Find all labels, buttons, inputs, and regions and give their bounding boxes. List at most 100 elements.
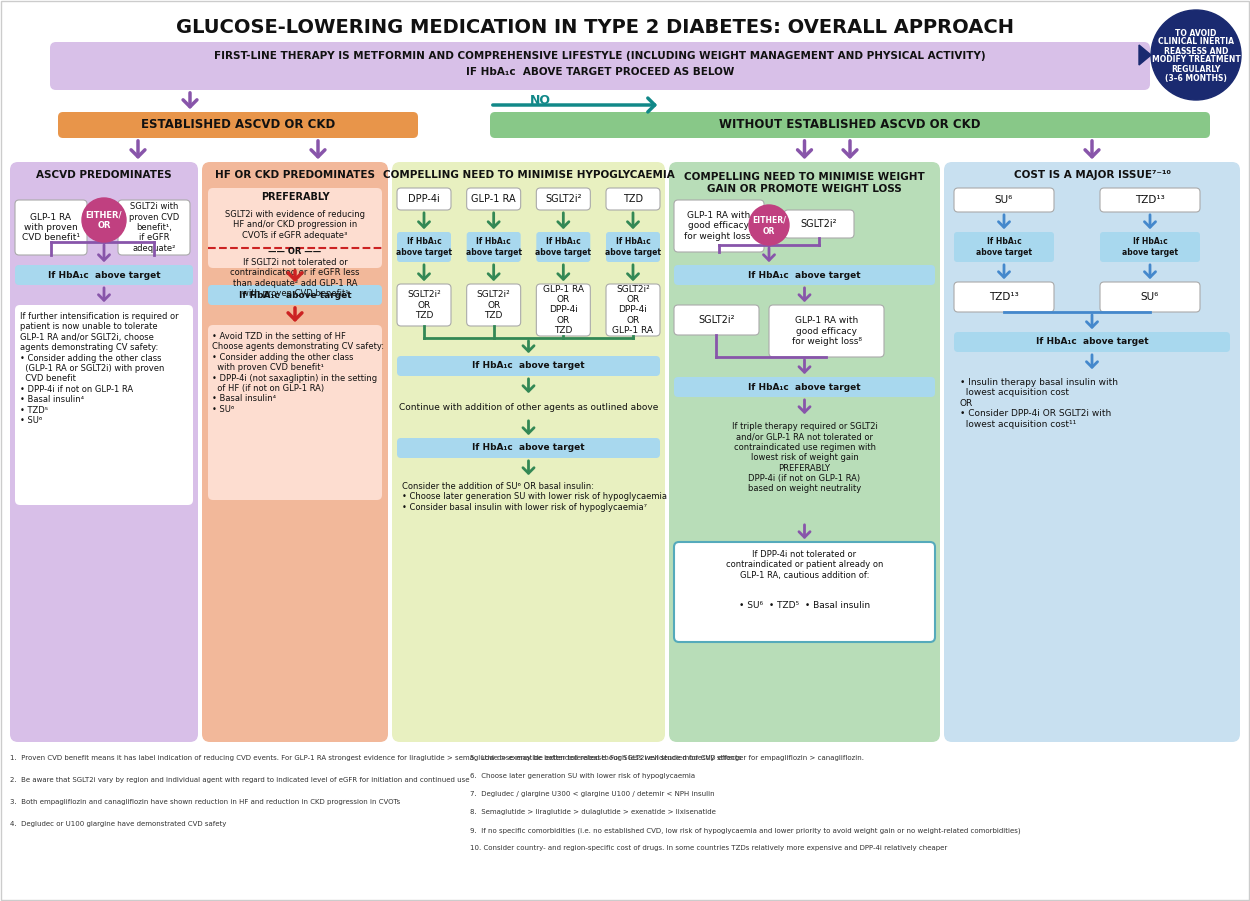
FancyBboxPatch shape	[58, 112, 418, 138]
Circle shape	[82, 198, 126, 242]
Text: (3–6 MONTHS): (3–6 MONTHS)	[1165, 74, 1228, 83]
Text: If DPP-4i not tolerated or
contraindicated or patient already on
GLP-1 RA, cauti: If DPP-4i not tolerated or contraindicat…	[726, 550, 884, 580]
Text: If HbA₁c
above target: If HbA₁c above target	[605, 237, 661, 257]
Text: 1.  Proven CVD benefit means it has label indication of reducing CVD events. For: 1. Proven CVD benefit means it has label…	[10, 755, 864, 761]
Text: If HbA₁c
above target: If HbA₁c above target	[976, 237, 1032, 257]
Text: GLP-1 RA with
good efficacy
for weight loss⁸: GLP-1 RA with good efficacy for weight l…	[684, 211, 754, 241]
Text: GLP-1 RA with
good efficacy
for weight loss⁸: GLP-1 RA with good efficacy for weight l…	[791, 316, 861, 346]
Text: TZD¹³: TZD¹³	[1135, 195, 1165, 205]
Text: If HbA₁c
above target: If HbA₁c above target	[396, 237, 452, 257]
FancyBboxPatch shape	[10, 162, 198, 742]
FancyBboxPatch shape	[15, 265, 192, 285]
Text: SGLT2i²
OR
TZD: SGLT2i² OR TZD	[476, 290, 510, 320]
FancyBboxPatch shape	[208, 285, 382, 305]
Text: If further intensification is required or
patient is now unable to tolerate
GLP-: If further intensification is required o…	[20, 312, 179, 425]
Text: 3.  Both empagliflozin and canagliflozin have shown reduction in HF and reductio: 3. Both empagliflozin and canagliflozin …	[10, 799, 400, 805]
Text: CLINICAL INERTIA: CLINICAL INERTIA	[1158, 38, 1234, 47]
FancyBboxPatch shape	[954, 332, 1230, 352]
FancyBboxPatch shape	[50, 42, 1150, 90]
Text: GLP-1 RA: GLP-1 RA	[471, 194, 516, 204]
Text: HF OR CKD PREDOMINATES: HF OR CKD PREDOMINATES	[215, 170, 375, 180]
Circle shape	[749, 205, 789, 245]
FancyBboxPatch shape	[208, 188, 382, 268]
FancyBboxPatch shape	[954, 232, 1054, 262]
FancyBboxPatch shape	[674, 265, 935, 285]
FancyBboxPatch shape	[669, 162, 940, 742]
Text: EITHER/: EITHER/	[86, 211, 123, 220]
Text: 6.  Choose later generation SU with lower risk of hypoglycaemia: 6. Choose later generation SU with lower…	[470, 773, 695, 779]
Text: FIRST-LINE THERAPY IS METFORMIN AND COMPREHENSIVE LIFESTYLE (INCLUDING WEIGHT MA: FIRST-LINE THERAPY IS METFORMIN AND COMP…	[214, 51, 986, 61]
Text: EITHER/: EITHER/	[752, 215, 786, 224]
FancyBboxPatch shape	[208, 325, 382, 500]
Text: SU⁶: SU⁶	[1141, 292, 1159, 302]
FancyBboxPatch shape	[674, 305, 759, 335]
FancyBboxPatch shape	[606, 284, 660, 336]
Text: TO AVOID: TO AVOID	[1175, 29, 1216, 38]
Text: 8.  Semaglutide > liraglutide > dulaglutide > exenatide > lixisenatide: 8. Semaglutide > liraglutide > dulagluti…	[470, 809, 716, 815]
FancyBboxPatch shape	[606, 188, 660, 210]
Text: GLUCOSE-LOWERING MEDICATION IN TYPE 2 DIABETES: OVERALL APPROACH: GLUCOSE-LOWERING MEDICATION IN TYPE 2 DI…	[176, 18, 1014, 37]
FancyBboxPatch shape	[674, 200, 764, 252]
Text: ESTABLISHED ASCVD OR CKD: ESTABLISHED ASCVD OR CKD	[141, 119, 335, 132]
FancyBboxPatch shape	[674, 542, 935, 642]
FancyBboxPatch shape	[490, 112, 1210, 138]
Text: 2.  Be aware that SGLT2i vary by region and individual agent with regard to indi: 2. Be aware that SGLT2i vary by region a…	[10, 777, 470, 783]
Text: • SU⁶  • TZD⁵  • Basal insulin: • SU⁶ • TZD⁵ • Basal insulin	[739, 600, 870, 609]
Text: If triple therapy required or SGLT2i
and/or GLP-1 RA not tolerated or
contraindi: If triple therapy required or SGLT2i and…	[731, 422, 878, 494]
FancyBboxPatch shape	[536, 188, 590, 210]
Text: If HbA₁c  above target: If HbA₁c above target	[472, 361, 585, 370]
Text: 9.  If no specific comorbidities (i.e. no established CVD, low risk of hypoglyca: 9. If no specific comorbidities (i.e. no…	[470, 827, 1020, 833]
FancyBboxPatch shape	[1100, 282, 1200, 312]
Text: If HbA₁c
above target: If HbA₁c above target	[1122, 237, 1178, 257]
FancyBboxPatch shape	[784, 210, 854, 238]
FancyBboxPatch shape	[392, 162, 665, 742]
Text: Continue with addition of other agents as outlined above: Continue with addition of other agents a…	[399, 403, 659, 412]
Text: If HbA₁c  above target: If HbA₁c above target	[48, 270, 160, 279]
FancyBboxPatch shape	[466, 284, 521, 326]
Text: OR: OR	[98, 222, 111, 231]
Text: If HbA₁c  above target: If HbA₁c above target	[749, 383, 861, 392]
Text: Consider the addition of SU⁶ OR basal insulin:
• Choose later generation SU with: Consider the addition of SU⁶ OR basal in…	[402, 482, 668, 512]
Text: 7.  Degludec / glargine U300 < glargine U100 / detemir < NPH insulin: 7. Degludec / glargine U300 < glargine U…	[470, 791, 715, 797]
Text: SGLT2i with
proven CVD
benefit¹,
if eGFR
adequate²: SGLT2i with proven CVD benefit¹, if eGFR…	[129, 202, 179, 253]
FancyBboxPatch shape	[944, 162, 1240, 742]
FancyBboxPatch shape	[398, 438, 660, 458]
Text: TZD¹³: TZD¹³	[989, 292, 1019, 302]
Text: SGLT2i²: SGLT2i²	[801, 219, 838, 229]
Text: SGLT2i²: SGLT2i²	[545, 194, 581, 204]
Polygon shape	[1139, 45, 1151, 65]
FancyBboxPatch shape	[466, 232, 521, 262]
Text: 10. Consider country- and region-specific cost of drugs. In some countries TZDs : 10. Consider country- and region-specifi…	[470, 845, 948, 851]
Text: REASSESS AND: REASSESS AND	[1164, 47, 1229, 56]
Text: IF HbA₁c  ABOVE TARGET PROCEED AS BELOW: IF HbA₁c ABOVE TARGET PROCEED AS BELOW	[466, 67, 734, 77]
FancyBboxPatch shape	[1100, 188, 1200, 212]
Text: OR: OR	[762, 226, 775, 235]
FancyBboxPatch shape	[398, 232, 451, 262]
FancyBboxPatch shape	[398, 356, 660, 376]
FancyBboxPatch shape	[398, 188, 451, 210]
Text: MODIFY TREATMENT: MODIFY TREATMENT	[1151, 56, 1240, 65]
Text: COST IS A MAJOR ISSUE⁷⁻¹⁰: COST IS A MAJOR ISSUE⁷⁻¹⁰	[1014, 170, 1170, 180]
Text: NO: NO	[530, 94, 550, 106]
FancyBboxPatch shape	[118, 200, 190, 255]
Text: • Avoid TZD in the setting of HF
Choose agents demonstrating CV safety:
• Consid: • Avoid TZD in the setting of HF Choose …	[213, 332, 384, 414]
Text: SGLT2i²
OR
DPP-4i
OR
GLP-1 RA: SGLT2i² OR DPP-4i OR GLP-1 RA	[612, 285, 654, 335]
Text: WITHOUT ESTABLISHED ASCVD OR CKD: WITHOUT ESTABLISHED ASCVD OR CKD	[719, 119, 981, 132]
Text: If HbA₁c  above target: If HbA₁c above target	[472, 443, 585, 452]
Text: If HbA₁c  above target: If HbA₁c above target	[749, 270, 861, 279]
FancyBboxPatch shape	[202, 162, 388, 742]
FancyBboxPatch shape	[674, 377, 935, 397]
FancyBboxPatch shape	[606, 232, 660, 262]
Text: 5.  Low dose may be better tolerated though less well studied for CVD effects: 5. Low dose may be better tolerated thou…	[470, 755, 741, 761]
Text: TZD: TZD	[622, 194, 642, 204]
Text: SU⁶: SU⁶	[995, 195, 1014, 205]
FancyBboxPatch shape	[1100, 232, 1200, 262]
Text: If HbA₁c
above target: If HbA₁c above target	[466, 237, 521, 257]
FancyBboxPatch shape	[15, 200, 88, 255]
FancyBboxPatch shape	[536, 284, 590, 336]
FancyBboxPatch shape	[674, 417, 935, 522]
Text: If HbA₁c
above target: If HbA₁c above target	[535, 237, 591, 257]
Circle shape	[1151, 10, 1241, 100]
Text: —— OR ——: —— OR ——	[269, 248, 321, 257]
Text: GLP-1 RA
with proven
CVD benefit¹: GLP-1 RA with proven CVD benefit¹	[22, 213, 80, 242]
